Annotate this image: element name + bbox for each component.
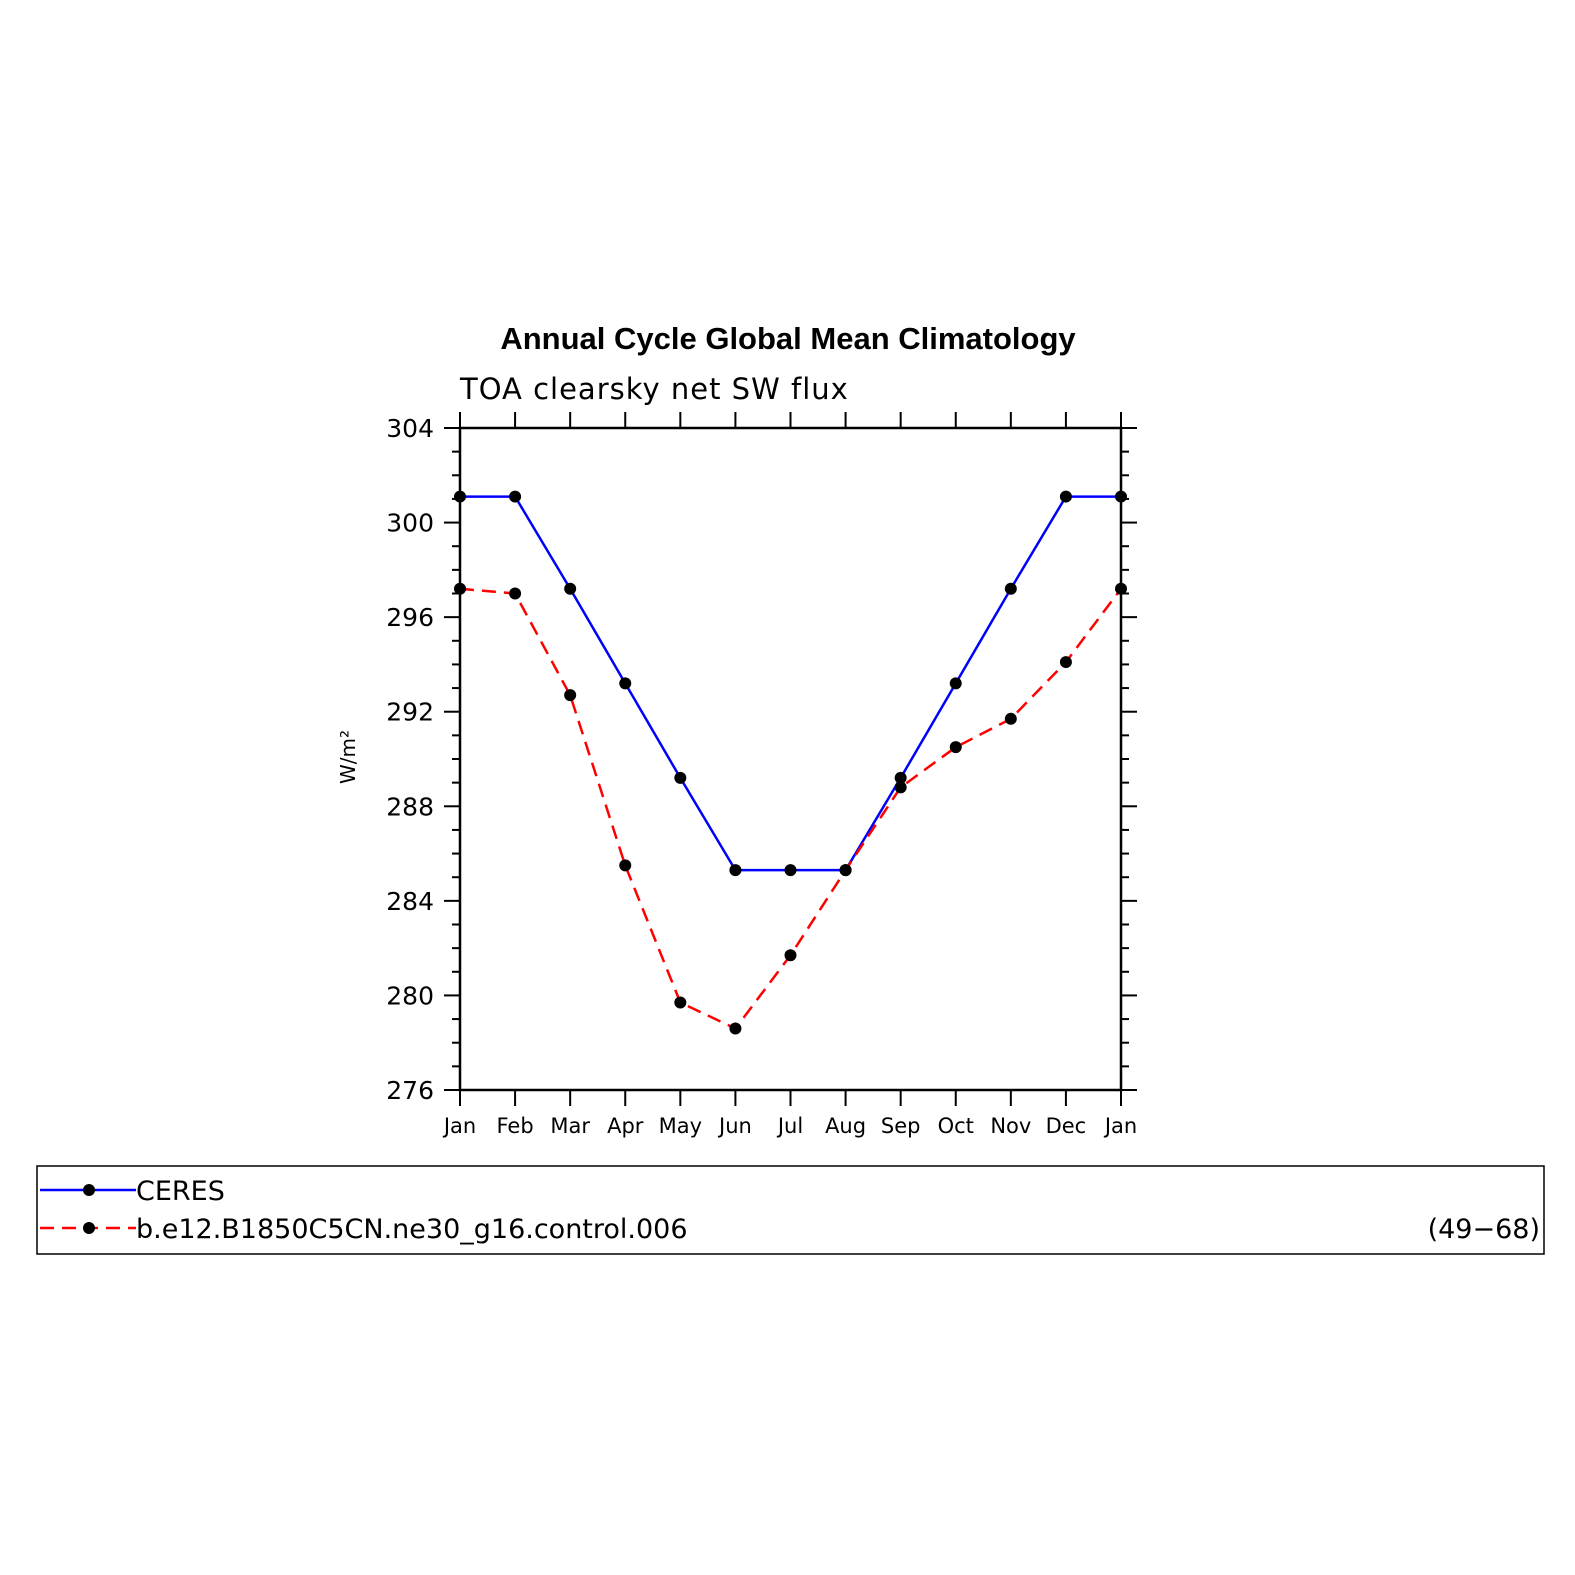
y-tick-label: 292	[386, 698, 434, 727]
legend-item-ceres: CERES	[40, 1176, 225, 1207]
y-axis-label: W/m²	[336, 730, 360, 784]
axis-ticks	[444, 412, 1137, 1106]
x-tick-label: Jun	[717, 1114, 752, 1138]
x-tick-label: Jan	[1103, 1114, 1137, 1138]
y-tick-labels: 276 280 284 288 292 296 300 304	[386, 414, 434, 1105]
series-line-1	[459, 587, 1122, 1030]
x-tick-label: Jul	[776, 1114, 803, 1138]
y-tick-label: 280	[386, 981, 434, 1010]
y-tick-label: 304	[386, 414, 434, 443]
x-tick-label: Apr	[607, 1114, 644, 1138]
series-line-0	[460, 495, 1121, 872]
series-1-point	[454, 582, 466, 595]
legend-label-ceres: CERES	[136, 1176, 225, 1207]
legend-note: (49−68)	[1428, 1214, 1540, 1245]
x-tick-label: Sep	[881, 1114, 921, 1138]
series-0-point	[949, 677, 962, 690]
plot-border	[458, 426, 1123, 1092]
series-0-point	[1004, 582, 1017, 595]
series-0-point	[674, 771, 687, 784]
x-tick-label: Dec	[1046, 1114, 1087, 1138]
x-tick-label: May	[659, 1114, 702, 1138]
y-tick-label: 276	[386, 1076, 434, 1105]
series-1-point	[674, 996, 687, 1009]
series-0-point	[784, 864, 797, 877]
series-0-point	[1059, 490, 1072, 503]
series-1-point	[1059, 656, 1072, 669]
legend-marker-model	[83, 1222, 95, 1234]
series-1-point	[1115, 582, 1127, 595]
x-tick-label: Jan	[442, 1114, 476, 1138]
series-1-point	[619, 859, 632, 872]
y-tick-label: 284	[386, 887, 434, 916]
legend-label-model: b.e12.B1850C5CN.ne30_g16.control.006	[136, 1214, 688, 1245]
x-tick-label: Oct	[938, 1114, 974, 1138]
series-1-point	[784, 949, 797, 962]
legend-item-model: b.e12.B1850C5CN.ne30_g16.control.006	[40, 1214, 688, 1245]
x-tick-label: Nov	[990, 1114, 1031, 1138]
x-tick-label: Feb	[496, 1114, 533, 1138]
y-tick-label: 288	[386, 792, 434, 821]
legend-marker-ceres	[83, 1184, 95, 1196]
chart-subtitle: TOA clearsky net SW flux	[459, 372, 849, 406]
y-tick-label: 296	[386, 603, 434, 632]
legend-box	[36, 1165, 1545, 1255]
chart-title: Annual Cycle Global Mean Climatology	[500, 321, 1076, 356]
series-1-point	[949, 741, 962, 754]
series-1-point	[729, 1022, 742, 1035]
series-0-point	[729, 864, 742, 877]
series-0-point	[509, 490, 522, 503]
series-0-point	[619, 677, 632, 690]
x-tick-label: Mar	[550, 1114, 590, 1138]
x-tick-label: Aug	[825, 1114, 866, 1138]
series-layer	[454, 490, 1127, 1035]
series-0-point	[1115, 490, 1127, 503]
series-0-point	[564, 582, 577, 595]
series-1-point	[509, 587, 522, 600]
series-1-point	[839, 864, 852, 877]
series-1-point	[1004, 712, 1017, 725]
series-1-point	[564, 689, 577, 702]
series-0-point	[894, 771, 907, 784]
x-tick-labels: Jan Feb Mar Apr May Jun Jul Aug Sep Oct Nov Dec Jan	[442, 1114, 1137, 1138]
y-tick-label: 300	[386, 509, 434, 538]
series-1-point	[894, 781, 907, 794]
series-0-point	[454, 490, 466, 503]
plot-frame	[458, 426, 1123, 1092]
